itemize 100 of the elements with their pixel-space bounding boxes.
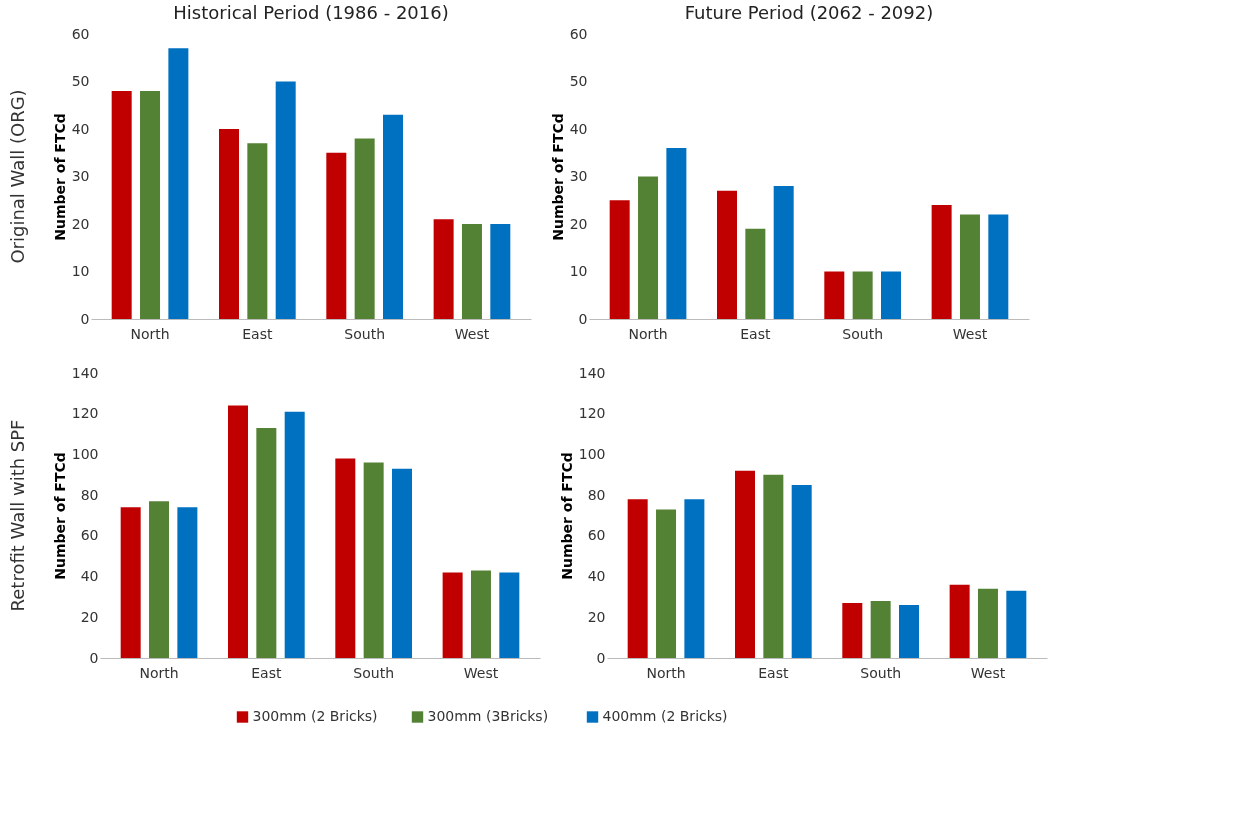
x-tick-label: East xyxy=(242,325,273,342)
bar xyxy=(852,271,873,319)
y-tick-label: 50 xyxy=(71,73,90,89)
x-tick-label: South xyxy=(860,664,901,681)
text: Original Wall (ORG) xyxy=(7,89,28,264)
x-tick-label: North xyxy=(130,325,170,342)
bar xyxy=(354,138,375,319)
y-tick-label: 0 xyxy=(80,310,90,327)
y-tick-label: 20 xyxy=(569,215,588,232)
y-tick-label: 60 xyxy=(587,527,606,544)
bar xyxy=(949,584,970,658)
y-tick-label: 40 xyxy=(71,120,90,137)
y-tick-label: 100 xyxy=(71,445,99,462)
x-tick-label: North xyxy=(139,664,179,681)
x-tick-label: East xyxy=(740,325,771,342)
bar xyxy=(140,91,161,319)
y-tick-label: 40 xyxy=(80,568,99,585)
y-tick-label: 0 xyxy=(596,649,606,666)
bar xyxy=(684,499,705,658)
bar xyxy=(461,224,482,319)
bar xyxy=(773,186,794,319)
y-tick-label: 20 xyxy=(80,608,99,625)
bar xyxy=(881,271,902,319)
y-tick-label: 80 xyxy=(587,486,606,503)
x-tick-label: North xyxy=(628,325,668,342)
legend-label: 300mm (2 Bricks) xyxy=(252,708,378,724)
bar xyxy=(666,148,687,319)
y-tick-label: 60 xyxy=(71,25,90,42)
y-axis-title: Number of FTCd xyxy=(51,113,68,241)
bar xyxy=(627,499,648,658)
y-axis-title: Number of FTCd xyxy=(51,452,68,580)
bar xyxy=(763,474,784,658)
y-tick-label: 10 xyxy=(71,263,90,279)
bar xyxy=(824,271,845,319)
bar xyxy=(470,570,491,658)
x-tick-label: West xyxy=(952,325,988,342)
y-tick-label: 40 xyxy=(587,568,606,585)
y-tick-label: 140 xyxy=(578,364,606,381)
x-tick-label: South xyxy=(353,664,394,681)
y-axis-title: Number of FTCd xyxy=(558,452,575,580)
bar xyxy=(638,176,659,319)
bar xyxy=(931,205,952,319)
y-tick-label: 20 xyxy=(71,215,90,232)
bar xyxy=(499,572,520,658)
legend-label: 300mm (3Bricks) xyxy=(427,708,549,724)
bar xyxy=(977,588,998,658)
bar xyxy=(959,214,980,319)
bar xyxy=(120,507,141,658)
x-tick-label: West xyxy=(970,664,1006,681)
bar xyxy=(218,129,239,319)
x-tick-label: West xyxy=(454,325,490,342)
bar xyxy=(177,507,198,658)
x-tick-label: East xyxy=(251,664,282,681)
y-tick-label: 40 xyxy=(569,120,588,137)
y-tick-label: 120 xyxy=(578,405,606,422)
bar xyxy=(256,427,277,658)
bar xyxy=(149,501,170,658)
y-tick-label: 30 xyxy=(71,168,90,184)
bar xyxy=(111,91,132,319)
y-tick-label: 80 xyxy=(80,486,99,503)
y-tick-label: 60 xyxy=(569,25,588,42)
bar xyxy=(335,458,356,658)
bar xyxy=(490,224,511,319)
y-tick-label: 60 xyxy=(80,527,99,544)
chart-title: Historical Period (1986 - 2016) xyxy=(173,2,449,23)
legend-label: 400mm (2 Bricks) xyxy=(602,708,728,724)
x-tick-label: South xyxy=(344,325,385,342)
bar xyxy=(284,411,305,658)
bar xyxy=(870,601,891,658)
y-tick-label: 10 xyxy=(569,263,588,279)
chart-title: Future Period (2062 - 2092) xyxy=(684,2,934,23)
y-tick-label: 100 xyxy=(578,445,606,462)
bar xyxy=(745,228,766,319)
x-tick-label: South xyxy=(842,325,883,342)
y-axis-title: Number of FTCd xyxy=(549,113,566,241)
bar xyxy=(363,462,384,658)
x-tick-label: East xyxy=(758,664,789,681)
bar xyxy=(168,48,189,319)
y-tick-label: 50 xyxy=(569,73,588,89)
bar xyxy=(988,214,1009,319)
bar xyxy=(247,143,268,319)
bar xyxy=(716,190,737,319)
x-tick-label: West xyxy=(463,664,499,681)
bar xyxy=(1006,590,1027,658)
y-tick-label: 30 xyxy=(569,168,588,184)
bar xyxy=(734,470,755,658)
bar xyxy=(609,200,630,319)
bar xyxy=(842,603,863,658)
bar xyxy=(433,219,454,319)
bar xyxy=(227,405,248,658)
bar xyxy=(656,509,677,658)
y-tick-label: 140 xyxy=(71,364,99,381)
x-tick-label: North xyxy=(646,664,686,681)
bar xyxy=(383,114,404,319)
bar xyxy=(392,468,413,658)
bar xyxy=(326,152,347,319)
y-tick-label: 20 xyxy=(587,608,606,625)
text: Retrofit Wall with SPF xyxy=(7,419,28,612)
y-tick-label: 0 xyxy=(89,649,99,666)
y-tick-label: 120 xyxy=(71,405,99,422)
